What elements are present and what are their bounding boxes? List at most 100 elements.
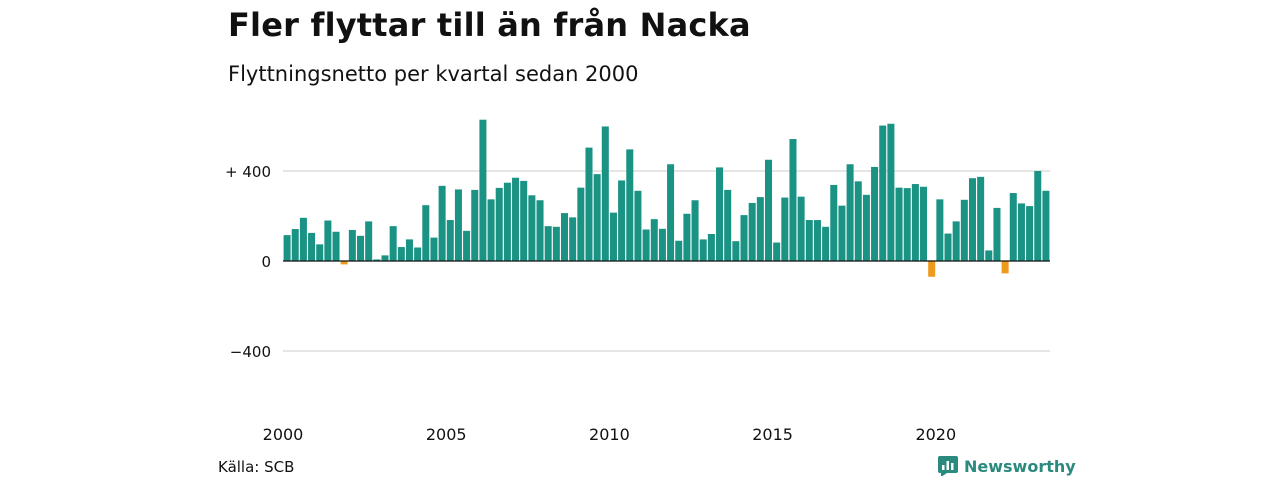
bar bbox=[528, 195, 536, 261]
bar bbox=[536, 200, 544, 261]
bar bbox=[577, 187, 585, 261]
bar bbox=[348, 229, 356, 261]
bar bbox=[871, 166, 879, 261]
bar bbox=[618, 180, 626, 261]
brand-logo[interactable]: Newsworthy bbox=[938, 456, 1076, 476]
bar bbox=[422, 205, 430, 261]
bar bbox=[414, 247, 422, 261]
newsworthy-logo-icon bbox=[938, 456, 958, 476]
bar bbox=[503, 182, 511, 261]
bar bbox=[389, 226, 397, 262]
bar bbox=[634, 190, 642, 261]
bar bbox=[299, 217, 307, 261]
bar bbox=[887, 123, 895, 261]
bar bbox=[846, 164, 854, 261]
bar bbox=[397, 247, 405, 261]
bar bbox=[1009, 193, 1017, 261]
bar bbox=[773, 242, 781, 261]
bar bbox=[487, 199, 495, 261]
bar bbox=[454, 189, 462, 261]
bar bbox=[495, 187, 503, 262]
bar bbox=[585, 147, 593, 261]
bar bbox=[512, 177, 520, 261]
x-tick-label: 2010 bbox=[589, 425, 630, 444]
bar bbox=[1042, 190, 1050, 261]
bar bbox=[683, 213, 691, 261]
bar bbox=[1001, 261, 1009, 274]
x-tick-label: 2005 bbox=[426, 425, 467, 444]
bar bbox=[920, 186, 928, 261]
bar bbox=[944, 233, 952, 261]
source-label: Källa: SCB bbox=[218, 458, 295, 476]
bar bbox=[740, 215, 748, 261]
bar bbox=[993, 207, 1001, 261]
bar bbox=[748, 202, 756, 261]
bar bbox=[569, 217, 577, 261]
bar bbox=[316, 244, 324, 261]
bar bbox=[1017, 203, 1025, 261]
bar bbox=[471, 189, 479, 261]
y-tick-label: + 400 bbox=[225, 163, 271, 181]
bar bbox=[405, 239, 413, 261]
chart-title: Fler flyttar till än från Nacka bbox=[228, 6, 751, 44]
bar bbox=[658, 228, 666, 261]
bar bbox=[365, 221, 373, 261]
bar bbox=[291, 229, 299, 261]
bar bbox=[764, 159, 773, 261]
chart-subtitle: Flyttningsnetto per kvartal sedan 2000 bbox=[228, 62, 639, 86]
bar bbox=[936, 199, 944, 261]
bar bbox=[675, 240, 683, 261]
bar bbox=[952, 221, 960, 261]
bar bbox=[283, 235, 291, 262]
bar bbox=[911, 184, 919, 261]
bar bbox=[928, 261, 936, 277]
bar bbox=[716, 167, 724, 261]
bar bbox=[642, 229, 650, 261]
bar bbox=[895, 187, 903, 261]
brand-name: Newsworthy bbox=[964, 456, 1076, 476]
x-tick-label: 2000 bbox=[263, 425, 304, 444]
bar bbox=[340, 261, 348, 265]
bar bbox=[707, 234, 715, 261]
bar bbox=[1034, 171, 1042, 261]
x-axis-labels: 2000 2005 2010 2015 2020 bbox=[263, 425, 957, 444]
bar bbox=[968, 178, 976, 261]
y-tick-label: −400 bbox=[230, 343, 271, 361]
bar bbox=[822, 226, 830, 261]
bar bbox=[438, 185, 446, 261]
bar bbox=[544, 226, 552, 262]
bar bbox=[854, 181, 862, 261]
bar bbox=[479, 119, 487, 261]
bar bbox=[601, 126, 609, 261]
y-axis-labels: + 400 0 −400 bbox=[225, 163, 271, 361]
bar bbox=[308, 232, 316, 262]
bar bbox=[977, 176, 985, 261]
bar bbox=[862, 194, 870, 261]
bar bbox=[724, 189, 732, 261]
bar bbox=[593, 174, 601, 261]
bar bbox=[756, 197, 764, 261]
bar bbox=[805, 220, 813, 261]
bar bbox=[626, 149, 634, 261]
bar bbox=[879, 125, 887, 261]
bar bbox=[357, 235, 365, 261]
bar bbox=[699, 239, 707, 261]
bar bbox=[332, 231, 340, 261]
bar bbox=[463, 230, 471, 261]
bar bbox=[789, 139, 797, 261]
bar bbox=[520, 180, 528, 261]
x-tick-label: 2020 bbox=[915, 425, 956, 444]
bar bbox=[552, 226, 560, 261]
bar bbox=[650, 219, 658, 261]
bar bbox=[373, 259, 381, 261]
bar bbox=[381, 255, 389, 262]
bar bbox=[561, 213, 569, 261]
grid-lines bbox=[283, 170, 1050, 352]
bar bbox=[838, 205, 846, 261]
bar bbox=[985, 250, 993, 261]
bar bbox=[1026, 206, 1034, 261]
bar bbox=[324, 220, 332, 261]
bars bbox=[283, 119, 1050, 277]
bar bbox=[903, 188, 911, 261]
